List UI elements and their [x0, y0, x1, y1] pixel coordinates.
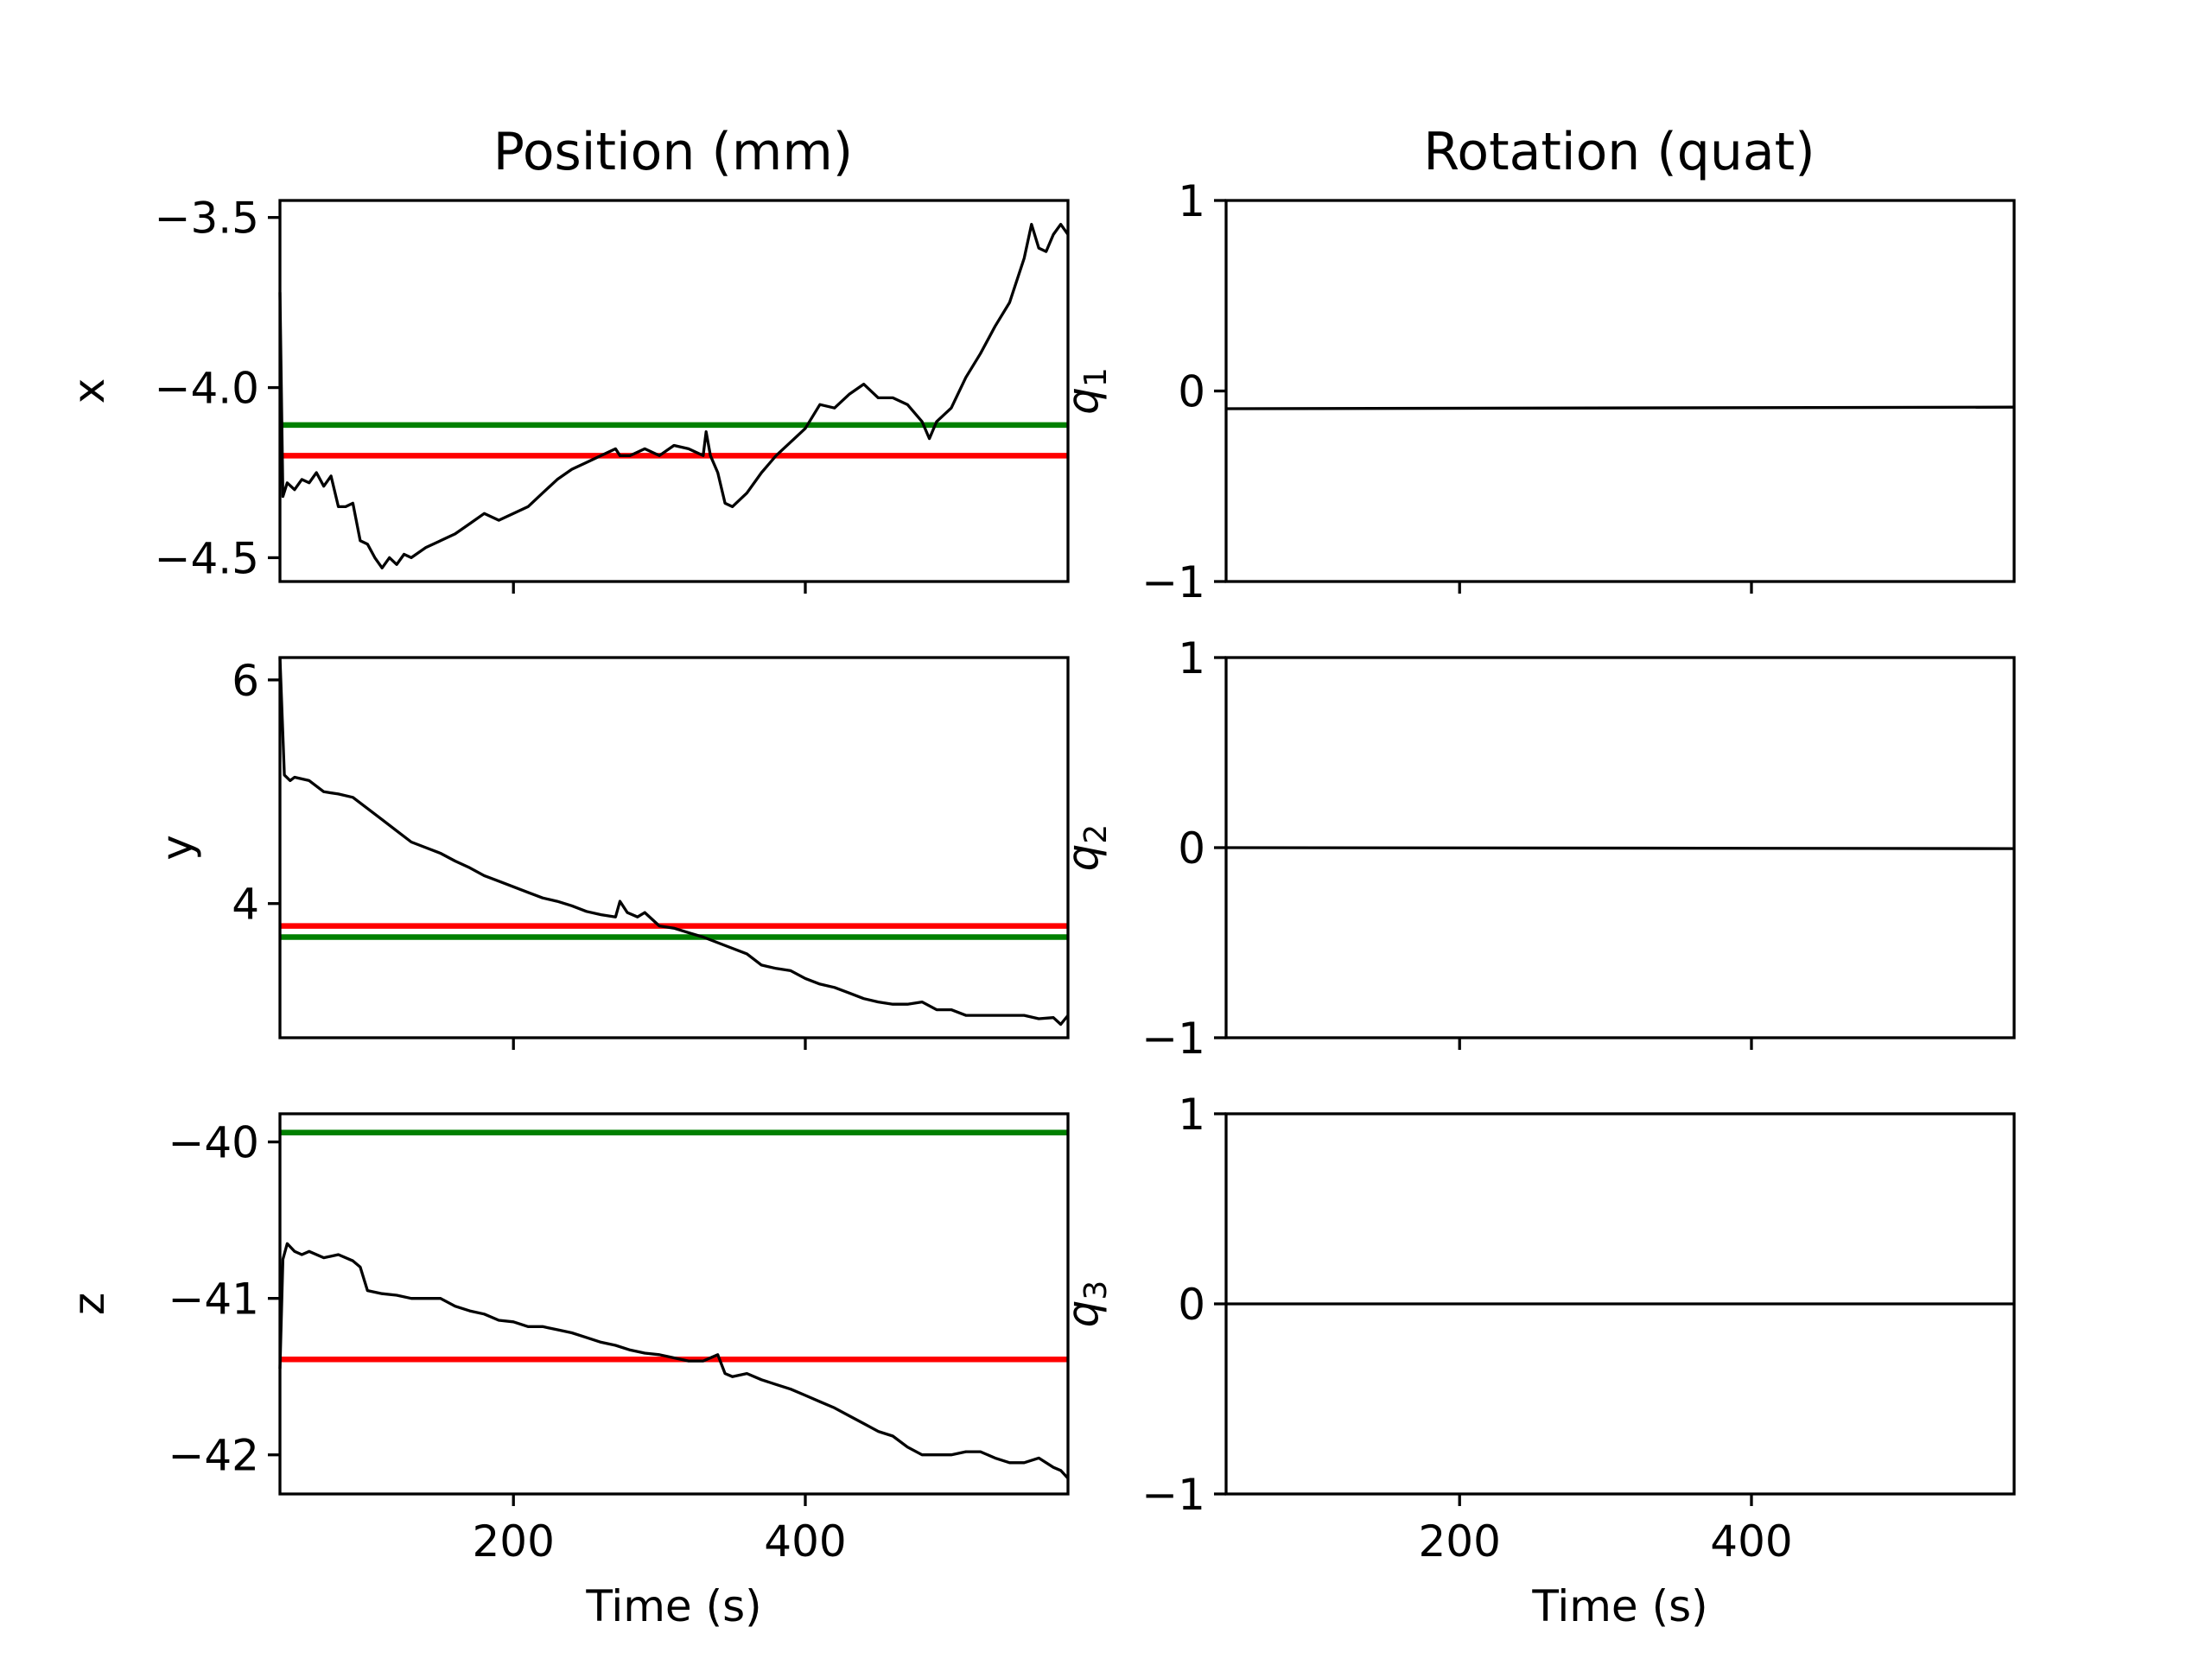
axes-frame [278, 1112, 1070, 1496]
y-tick-label: 1 [1178, 176, 1205, 226]
y-axis-label: q1 [1058, 367, 1114, 415]
data-trace [278, 1242, 1070, 1480]
y-axis-label: z [64, 1293, 114, 1315]
y-tick-label: −3.5 [155, 194, 259, 244]
y-tick-label: −40 [168, 1118, 259, 1168]
y-axis-label: q2 [1058, 824, 1114, 872]
y-tick-label: 0 [1178, 1280, 1205, 1330]
axes-frame [278, 656, 1070, 1039]
subplot-1: −4.5 −4.0 −3.5 x [64, 194, 1070, 594]
y-tick-label: 1 [1178, 633, 1205, 683]
data-trace [1225, 846, 2015, 850]
y-tick-label: 1 [1178, 1090, 1205, 1140]
y-tick-label: 0 [1178, 367, 1205, 417]
x-axis-label: Time (s) [585, 1581, 761, 1631]
y-axis-label: q3 [1058, 1281, 1114, 1328]
x-tick-label: 400 [1710, 1516, 1792, 1567]
y-tick-label: −1 [1141, 1470, 1205, 1520]
subplot-5: −1 0 1 q2 [1058, 633, 2016, 1064]
x-axis-label: Time (s) [1531, 1581, 1707, 1631]
y-tick-label: −4.0 [155, 364, 259, 414]
x-tick-label: 200 [1419, 1516, 1501, 1567]
y-axis-label: x [64, 378, 114, 404]
y-tick-label: −42 [168, 1431, 259, 1481]
y-tick-label: 0 [1178, 823, 1205, 874]
y-axis-label: y [152, 835, 202, 861]
rotation-column-title: Rotation (quat) [1423, 122, 1815, 182]
position-column-title: Position (mm) [493, 122, 853, 182]
y-tick-label: −1 [1141, 557, 1205, 607]
y-tick-label: 6 [232, 656, 259, 706]
subplot-2: 4 6 y [152, 656, 1070, 1050]
x-tick-label: 400 [764, 1516, 846, 1567]
subplot-4: −1 0 1 q1 [1058, 176, 2016, 607]
y-tick-label: 4 [232, 880, 259, 930]
y-tick-label: −4.5 [155, 533, 259, 583]
y-tick-label: −1 [1141, 1014, 1205, 1064]
data-trace [278, 222, 1070, 569]
x-tick-label: 200 [473, 1516, 555, 1567]
data-trace [1225, 405, 2015, 410]
y-tick-label: −41 [168, 1274, 259, 1325]
data-trace [278, 657, 1070, 1027]
axes-frame [278, 199, 1070, 583]
